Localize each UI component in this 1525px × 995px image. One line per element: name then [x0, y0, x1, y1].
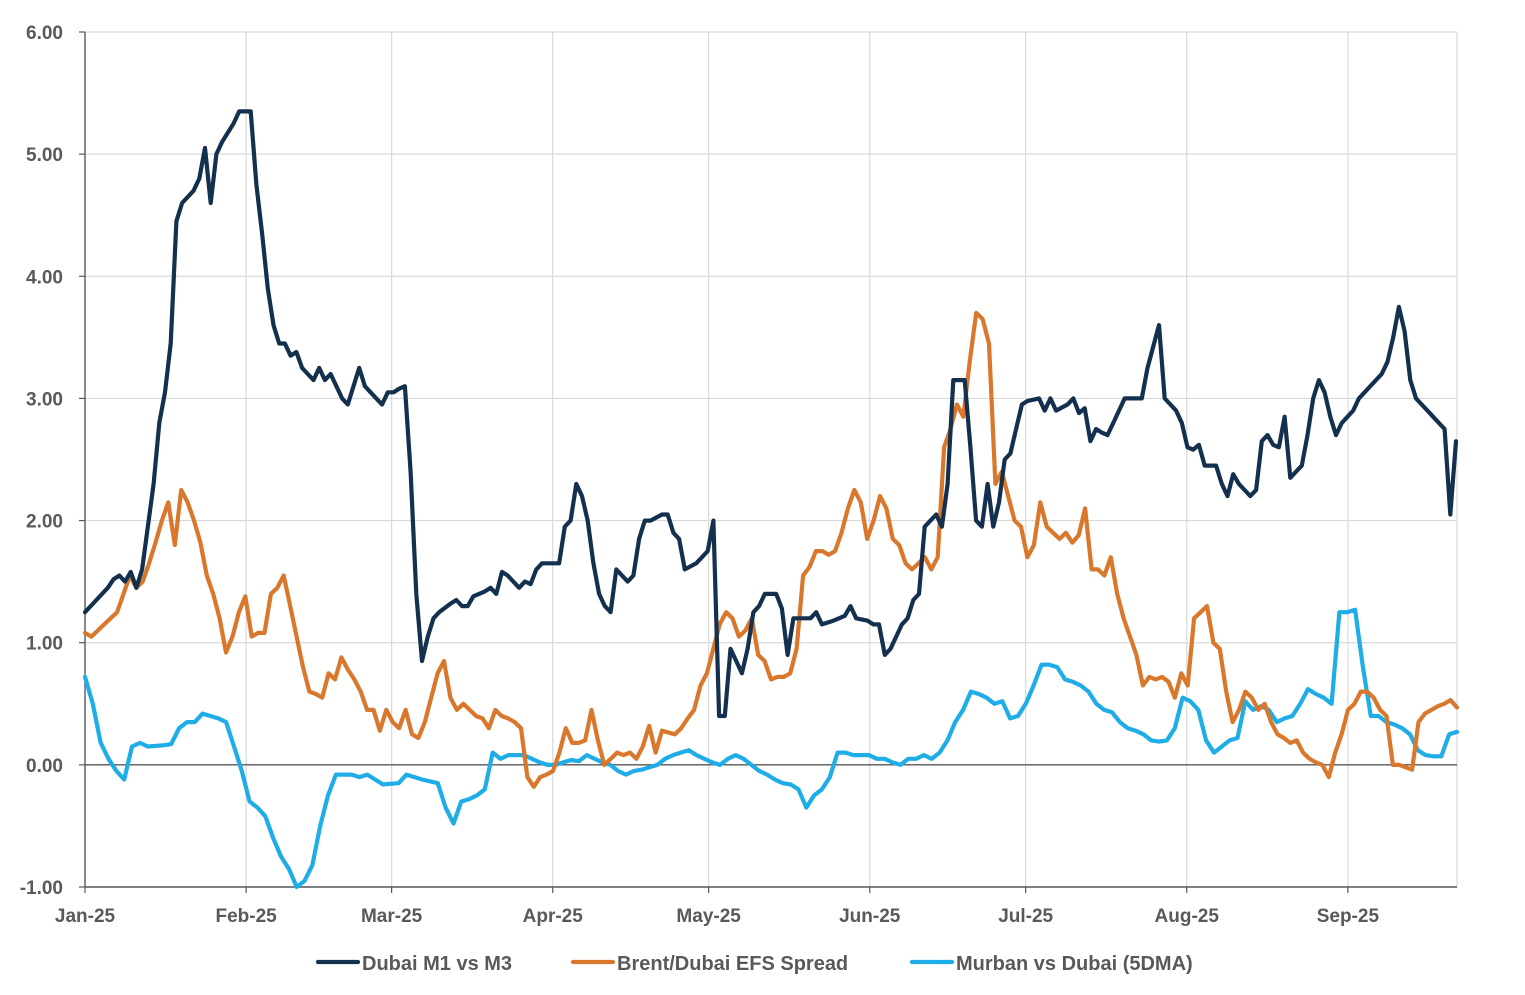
series-line-murban: [82, 607, 1460, 890]
y-tick-label: 4.00: [26, 267, 63, 288]
x-tick-label: Apr-25: [523, 906, 584, 927]
legend-label: Dubai M1 vs M3: [362, 953, 512, 975]
legend: Dubai M1 vs M3 Brent/Dubai EFS Spread Murb…: [315, 953, 1193, 975]
x-tick-label: Mar-25: [361, 906, 423, 927]
series-group: [82, 109, 1460, 890]
axes: -1.00 0.00 1.00 2.00 3.00 4.00 5.00 6.00 Jan-25 F…: [20, 23, 1457, 927]
x-tick-label: Jan-25: [55, 906, 116, 927]
grid: [85, 31, 1458, 888]
y-tick-label: 0.00: [26, 756, 63, 777]
x-tick-label: Jun-25: [839, 906, 901, 927]
y-tick-label: 3.00: [26, 389, 63, 410]
legend-label: Brent/Dubai EFS Spread: [617, 953, 848, 975]
y-tick-label: 5.00: [26, 145, 63, 166]
y-tick-label: 1.00: [26, 634, 63, 655]
legend-item: Brent/Dubai EFS Spread: [570, 953, 848, 975]
x-tick-label: Feb-25: [215, 906, 277, 927]
y-tick-label: 2.00: [26, 512, 63, 533]
series-line-dubai: [82, 109, 1459, 719]
legend-label: Murban vs Dubai (5DMA): [956, 953, 1193, 975]
legend-item: Murban vs Dubai (5DMA): [909, 953, 1193, 975]
y-tick-label: -1.00: [20, 878, 63, 899]
series-line-efs: [82, 310, 1460, 789]
legend-item: Dubai M1 vs M3: [315, 953, 512, 975]
y-tick-label: 6.00: [26, 23, 63, 44]
x-tick-label: Aug-25: [1155, 906, 1220, 927]
x-tick-label: Sep-25: [1317, 906, 1380, 927]
x-tick-label: May-25: [676, 906, 741, 927]
x-tick-label: Jul-25: [998, 906, 1053, 927]
